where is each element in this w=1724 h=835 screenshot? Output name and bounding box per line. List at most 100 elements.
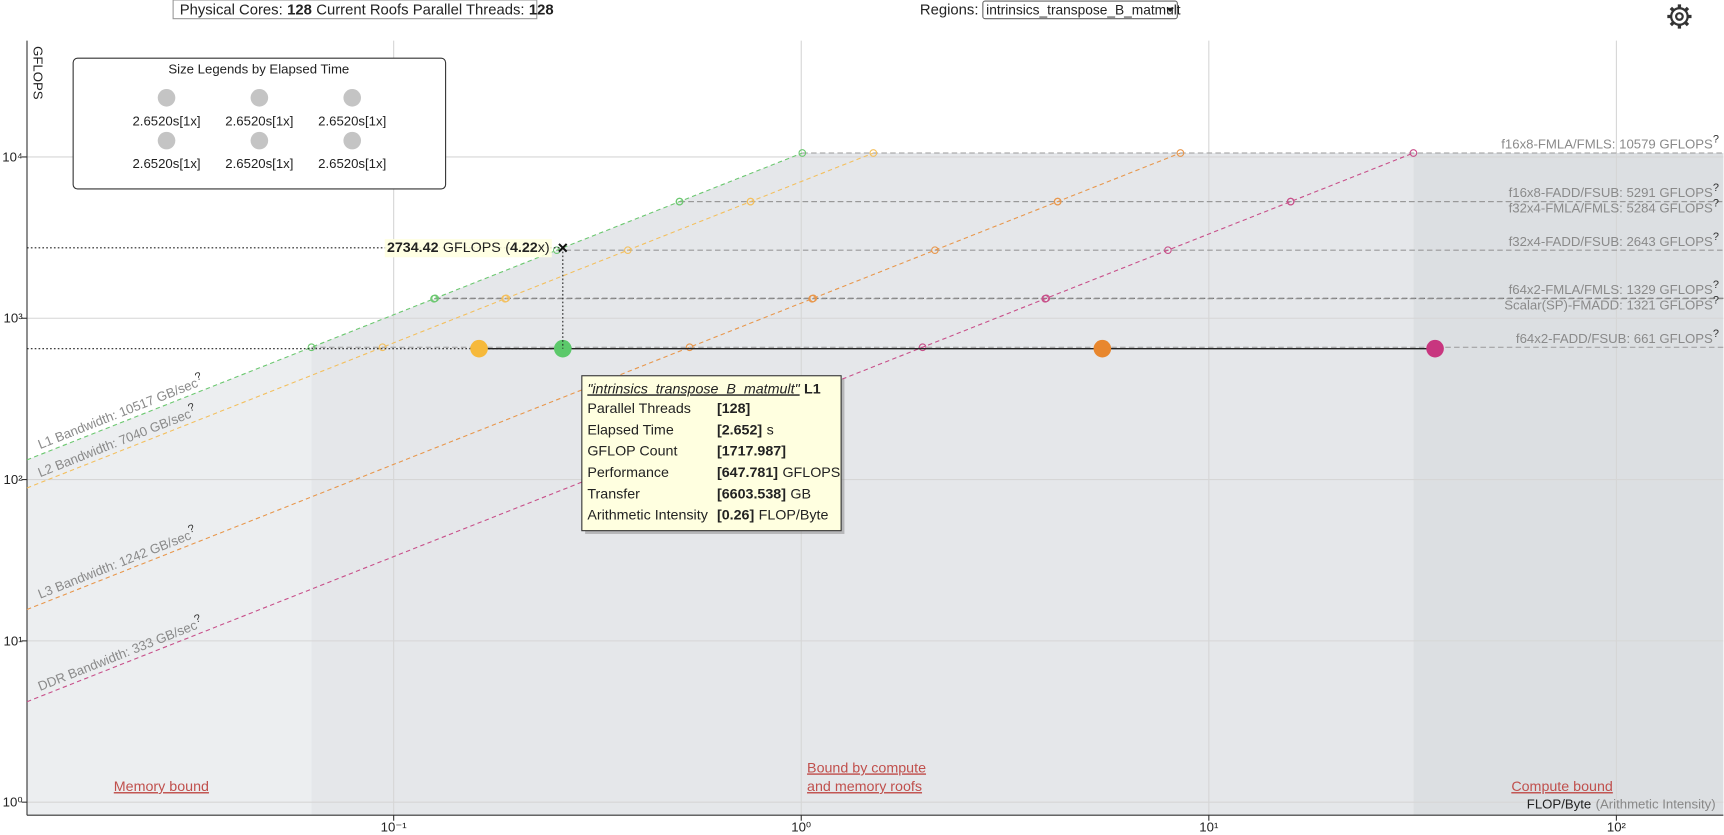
roof-intersection <box>808 294 817 303</box>
annotation-unit: GFLOPS <box>443 240 501 256</box>
roof-intersection <box>1164 246 1172 255</box>
x-axis-note: (Arithmetic Intensity) <box>1596 797 1716 812</box>
help-mark: ? <box>1713 198 1719 210</box>
roof-name: f32x4-FMLA/FMLS: 5284 GFLOPS <box>1509 201 1713 216</box>
data-point <box>1093 339 1112 358</box>
roof-intersection <box>869 149 878 157</box>
help-mark: ? <box>193 612 203 625</box>
roof-name: Scalar(SP)-FMADD: 1321 GFLOPS <box>1504 298 1713 313</box>
help-mark: ? <box>1713 295 1719 307</box>
legend-label: 2.6520s[1x] <box>225 113 293 128</box>
tooltip-label: Parallel Threads <box>587 401 691 417</box>
point-layer <box>26 339 1444 358</box>
legend-marker <box>343 88 361 107</box>
regions-label: Regions: <box>920 2 979 18</box>
roof-intersection <box>1409 149 1418 157</box>
legend-label: 2.6520s[1x] <box>132 113 200 128</box>
header-box <box>172 0 538 20</box>
roof-intersection <box>1286 197 1295 206</box>
tooltip-value: [1717.987] <box>717 444 786 460</box>
legend-marker <box>250 88 269 107</box>
region-select[interactable]: intrinsics_transpose_B_matmult <box>982 0 1181 20</box>
header-text: Physical Cores: 128 Current Roofs Parallel… <box>180 2 554 18</box>
annotation-ratio-suffix: x) <box>538 240 550 256</box>
shade-layer <box>27 153 1724 816</box>
roof-intersection <box>1041 294 1050 303</box>
region-shade <box>27 347 312 816</box>
roof-intersection <box>675 197 684 206</box>
help-mark: ? <box>1713 182 1719 194</box>
x-tick-label: 10² <box>1607 820 1627 835</box>
tooltip-label: Transfer <box>587 486 640 502</box>
tooltip-unit: FLOP/Byte <box>759 508 829 524</box>
memory-roof <box>26 152 1181 611</box>
roof-intersection <box>1053 197 1062 206</box>
tooltip-value: [6603.538] GB <box>717 486 811 502</box>
help-mark: ? <box>187 401 197 414</box>
gear-teeth[interactable] <box>1667 4 1692 29</box>
tooltip-unit: GB <box>790 486 811 502</box>
annotation-value: 2734.42 <box>387 240 439 256</box>
compute-roof-label: f16x8-FMLA/FMLS: 10579 GFLOPS? <box>1501 134 1719 152</box>
gear-ring[interactable] <box>1670 7 1689 26</box>
y-tick-label: 10¹ <box>4 633 24 648</box>
roof-intersection <box>798 149 807 157</box>
roof-name: f32x4-FADD/FSUB: 2643 GFLOPS <box>1509 234 1713 249</box>
tooltip-title: "intrinsics_transpose_B_matmult" L1 <box>587 381 820 397</box>
settings-gear[interactable] <box>1667 4 1692 29</box>
select-value[interactable]: intrinsics_transpose_B_matmult <box>986 2 1181 17</box>
y-tick-label: 10⁴ <box>2 149 22 164</box>
x-tick-label: 10⁻¹ <box>381 820 408 835</box>
select-box[interactable] <box>982 0 1178 20</box>
legend-title: Size Legends by Elapsed Time <box>168 62 349 77</box>
x-axis-unit: FLOP/Byte <box>1527 797 1591 812</box>
legend-label: 2.6520s[1x] <box>318 113 386 128</box>
annotation-ratio: 4.22 <box>510 240 538 256</box>
help-mark: ? <box>1713 134 1719 146</box>
gear-hub[interactable] <box>1675 12 1684 21</box>
legend-marker <box>343 131 361 150</box>
x-tick-label: 10¹ <box>1199 820 1219 835</box>
tooltip-label: Arithmetic Intensity <box>587 508 708 524</box>
compute-roof-label: Scalar(SP)-FMADD: 1321 GFLOPS? <box>1504 295 1719 313</box>
roof-name: f16x8-FADD/FSUB: 5291 GFLOPS <box>1509 185 1713 200</box>
compute-roof-label: f64x2-FADD/FSUB: 661 GFLOPS? <box>1516 328 1719 346</box>
legend-marker <box>157 131 176 150</box>
memory-roof <box>26 152 1414 703</box>
tooltip-box <box>581 375 842 532</box>
legend-marker <box>250 131 269 150</box>
tooltip-unit: s <box>767 422 774 438</box>
compute-roof-label: f16x8-FADD/FSUB: 5291 GFLOPS? <box>1509 182 1719 200</box>
annotation: 2734.42 GFLOPS (4.22x) <box>387 240 550 256</box>
threads-label: Current Roofs Parallel Threads: <box>316 2 524 18</box>
roof-intersection <box>931 246 939 255</box>
tooltip-number: [2.652] <box>717 422 762 438</box>
roof-intersection <box>918 343 927 352</box>
region-shade <box>1413 153 1724 816</box>
roof-intersection <box>430 294 438 303</box>
tooltip-number: [128] <box>717 401 750 417</box>
help-mark: ? <box>1713 328 1719 340</box>
roof-intersection <box>307 343 316 352</box>
annotation-ratio-prefix: ( <box>505 240 510 256</box>
memory-roof <box>26 152 803 461</box>
x-tick-label: 10⁰ <box>791 820 811 835</box>
roof-intersection <box>501 294 509 303</box>
select-arrow[interactable] <box>1166 7 1175 13</box>
tooltip-number: [6603.538] <box>717 486 786 502</box>
threads-value: 128 <box>529 2 554 18</box>
data-point <box>470 339 488 358</box>
roof-name: f16x8-FMLA/FMLS: 10579 GFLOPS <box>1501 137 1713 152</box>
roof-intersection <box>746 197 755 206</box>
tooltip-region: "intrinsics_transpose_B_matmult" <box>587 381 800 397</box>
tooltip-number: [0.26] <box>717 508 754 524</box>
region-label: Bound by compute <box>807 760 926 776</box>
tooltip: "intrinsics_transpose_B_matmult" L1 Paral… <box>581 375 845 534</box>
tooltip-value: [128] <box>717 401 750 417</box>
memory-roof <box>26 152 874 489</box>
y-tick-label: 10² <box>4 472 24 487</box>
tooltip-value: [647.781] GFLOPS <box>717 465 840 481</box>
tooltip-value: [0.26] FLOP/Byte <box>717 508 829 524</box>
size-legend: Size Legends by Elapsed Time 2.6520s[1x]… <box>72 57 447 190</box>
